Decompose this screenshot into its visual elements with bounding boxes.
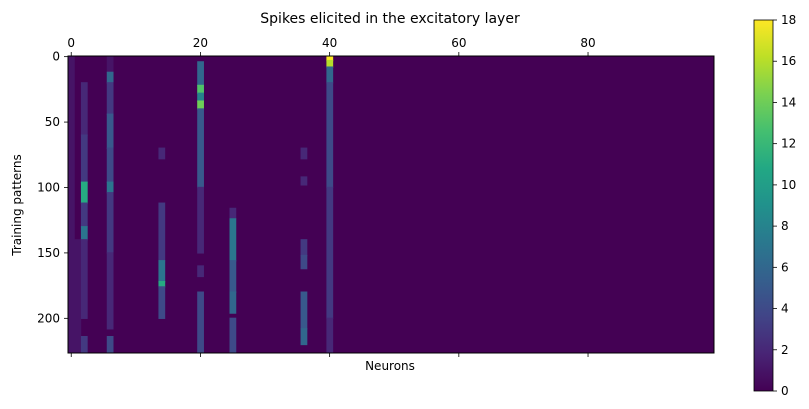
x-tick-label: 40 <box>322 36 337 50</box>
y-axis: 0 50 100 150 200 <box>37 50 68 325</box>
x-tick-label: 0 <box>67 36 75 50</box>
heatmap-cell <box>197 84 204 94</box>
heatmap-cell <box>326 66 334 84</box>
heatmap-cell <box>326 317 334 353</box>
heatmap-cell <box>300 176 308 186</box>
chart-title: Spikes elicited in the excitatory layer <box>260 11 520 27</box>
heatmap-cell <box>106 147 114 183</box>
heatmap-cell <box>106 71 114 84</box>
heatmap-cell <box>197 92 204 102</box>
colorbar-tick-label: 18 <box>781 13 796 27</box>
heatmap-cell <box>80 226 88 241</box>
heatmap-cell <box>106 181 114 194</box>
colorbar-tick-label: 12 <box>781 137 796 151</box>
plot-frame <box>67 55 715 354</box>
y-tick-label: 50 <box>45 115 60 129</box>
heatmap-cell <box>106 192 114 254</box>
heatmap-cell <box>74 239 82 353</box>
heatmap-cell <box>197 108 204 189</box>
heatmap-background <box>68 56 714 353</box>
heatmap-cell <box>197 61 204 87</box>
x-axis-label: Neurons <box>365 359 415 373</box>
heatmap-cell <box>80 202 88 228</box>
heatmap-cell <box>229 291 237 314</box>
heatmap-cell <box>80 335 88 353</box>
heatmap-cell <box>158 147 166 160</box>
heatmap-cell <box>300 147 308 160</box>
y-tick-label: 100 <box>37 180 60 194</box>
x-axis-top: 0 20 40 60 80 <box>67 36 596 56</box>
heatmap-cell <box>300 291 308 330</box>
colorbar-tick-label: 4 <box>781 302 789 316</box>
heatmap-cell <box>80 82 88 136</box>
heatmap-cell <box>197 265 204 278</box>
y-axis-label: Training patterns <box>10 154 24 257</box>
heatmap-cell <box>300 239 308 257</box>
heatmap-cell <box>106 82 114 115</box>
y-tick-label: 150 <box>37 246 60 260</box>
heatmap-cell <box>229 260 237 293</box>
heatmap-cell <box>106 113 114 149</box>
heatmap-cell <box>80 134 88 183</box>
colorbar-tick-label: 6 <box>781 260 789 274</box>
colorbar-tick-label: 8 <box>781 219 789 233</box>
heatmap-cell <box>229 317 237 353</box>
heatmap-cell <box>229 218 237 262</box>
x-tick-label: 20 <box>193 36 208 50</box>
heatmap-cell <box>197 291 204 353</box>
heatmap-cell <box>158 286 166 319</box>
colorbar-tick-label: 10 <box>781 178 796 192</box>
heatmap-cell <box>229 207 237 220</box>
x-axis-bottom <box>70 353 589 357</box>
heatmap-cell <box>300 328 308 346</box>
colorbar-tick-label: 16 <box>781 54 796 68</box>
colorbar-tick-label: 14 <box>781 95 796 109</box>
heatmap-cell <box>197 186 204 254</box>
x-tick-label: 80 <box>580 36 595 50</box>
colorbar <box>753 19 774 392</box>
heatmap-cell <box>300 254 308 270</box>
heatmap-cell <box>80 239 88 319</box>
heatmap-cell <box>326 186 334 319</box>
heatmap-cell <box>326 59 334 68</box>
x-tick-label: 60 <box>451 36 466 50</box>
heatmap-cell <box>80 181 88 204</box>
heatmap-cell <box>106 335 114 353</box>
heatmap-cell <box>158 202 166 262</box>
heatmap-cell <box>158 260 166 283</box>
colorbar-tick-label: 0 <box>781 384 789 398</box>
y-tick-label: 0 <box>52 50 60 64</box>
heatmap-cell <box>197 100 204 110</box>
heatmap-cells <box>68 56 714 353</box>
heatmap-cell <box>68 56 75 353</box>
colorbar-ticks: 0 2 4 6 8 10 12 14 16 18 <box>773 13 796 398</box>
heatmap-cell <box>106 56 114 74</box>
heatmap-cell <box>326 82 334 189</box>
heatmap-cell <box>158 281 166 288</box>
colorbar-tick-label: 2 <box>781 343 789 357</box>
heatmap-cell <box>326 56 334 62</box>
heatmap-cell <box>106 252 114 330</box>
y-tick-label: 200 <box>37 311 60 325</box>
